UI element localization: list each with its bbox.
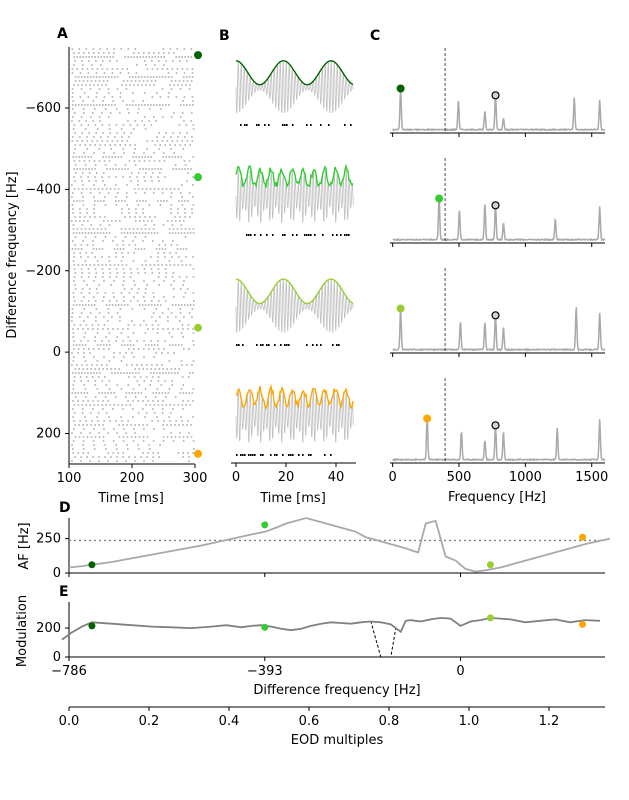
panel-d-point	[88, 561, 96, 569]
panel-a-ylabel: Difference frequency [Hz]	[5, 171, 20, 338]
panel-letter-c: C	[370, 28, 380, 44]
panel-c-xtick-label: 1000	[509, 470, 542, 485]
panel-c-peak-ring	[491, 201, 500, 210]
panel-b: 0 20 40	[231, 60, 356, 485]
panel-a-ytick-label: −600	[25, 101, 61, 116]
panel-c-peak-ring	[491, 91, 500, 100]
panel-d-point	[486, 561, 494, 569]
panel-e-dashed	[61, 617, 601, 658]
panel-c-peak-ring	[491, 311, 500, 320]
panel-d-ytick-label: 0	[53, 566, 61, 581]
panel-letter-b: B	[219, 28, 230, 44]
panel-a-xtick-label: 100	[57, 471, 82, 486]
panel-c-peak-dot	[396, 84, 405, 93]
panel-e-ylabel: Modulation	[15, 595, 30, 667]
panel-e-point	[486, 614, 494, 622]
panel-b-envelope	[235, 60, 354, 86]
panel-e-point	[88, 622, 96, 630]
panel-e-ytick-label: 200	[36, 621, 61, 636]
eod-axis-tick-label: 0.6	[299, 714, 320, 729]
panel-e-point	[261, 623, 269, 631]
eod-axis-tick-label: 0.2	[139, 714, 160, 729]
eod-axis-tick-label: 1.2	[539, 714, 560, 729]
panel-a-marker	[194, 51, 202, 60]
eod-axis-xlabel: EOD multiples	[291, 733, 384, 748]
panel-b-signal	[235, 280, 354, 333]
panel-a-ytick-label: 200	[36, 426, 61, 441]
panel-e-xtick-label: 0	[456, 664, 464, 679]
panel-a-xtick-label: 300	[183, 471, 208, 486]
panel-d-point	[579, 533, 587, 541]
panel-b-xtick-label: 40	[328, 470, 345, 485]
eod-axis-tick-label: 0.0	[59, 714, 80, 729]
panel-c-xtick-label: 0	[389, 470, 397, 485]
panel-c-peak-dot	[423, 414, 432, 423]
panel-c-peak-ring	[491, 421, 500, 430]
panel-b-xtick-label: 0	[232, 470, 240, 485]
panel-a-marker	[194, 323, 202, 332]
panel-b-envelope	[235, 163, 354, 189]
panel-c-peak-dot	[396, 304, 405, 313]
panel-e-xtick-label: −393	[247, 664, 283, 679]
panel-b-envelope	[235, 278, 354, 305]
panel-b-xlabel: Time [ms]	[259, 491, 326, 506]
panel-d-ytick-label: 250	[36, 532, 61, 547]
panel-letter-a: A	[57, 26, 68, 42]
eod-axis-tick-label: 0.4	[219, 714, 240, 729]
panel-a-marker	[194, 173, 202, 182]
panel-b-signal	[235, 389, 354, 444]
panel-e-ytick-label: 0	[53, 650, 61, 665]
panel-a-raster	[71, 48, 195, 462]
panel-a-ytick-label: 0	[53, 345, 61, 360]
panel-b-signal	[235, 169, 354, 224]
eod-axis-tick-label: 1.0	[459, 714, 480, 729]
panel-a-xlabel: Time [ms]	[97, 491, 164, 506]
panel-e-xlabel: Difference frequency [Hz]	[253, 683, 420, 698]
panel-c-xlabel: Frequency [Hz]	[448, 490, 546, 505]
panel-c-spectrum	[392, 307, 606, 352]
panel-d-ylabel: AF [Hz]	[17, 522, 32, 569]
panel-e-curve	[61, 616, 601, 641]
panel-e-xtick-label: −786	[51, 664, 87, 679]
panel-c-spectrum	[392, 416, 606, 462]
panel-d: 0 250	[36, 517, 611, 581]
panel-a-marker	[194, 449, 202, 458]
panel-a-xtick-label: 200	[120, 471, 145, 486]
panel-c-spectrum	[392, 87, 606, 132]
panel-a-ytick-label: −200	[25, 264, 61, 279]
panel-b-signal	[235, 61, 354, 114]
panel-c-spectrum	[392, 199, 606, 242]
panel-e-point	[579, 620, 587, 628]
panel-c: 0 500 1000 1500	[389, 48, 608, 485]
eod-axis-tick-label: 0.8	[379, 714, 400, 729]
panel-d-curve	[68, 517, 611, 573]
panel-c-xtick-label: 1500	[575, 470, 608, 485]
panel-c-xtick-label: 500	[447, 470, 472, 485]
panel-b-envelope	[235, 383, 354, 410]
panel-letter-e: E	[59, 584, 69, 600]
panel-d-point	[261, 521, 269, 529]
panel-a: −600 −400 −200 0 200 100 200 300	[25, 47, 207, 486]
panel-c-peak-dot	[435, 194, 444, 203]
panel-letter-d: D	[59, 500, 71, 516]
panel-b-xtick-label: 20	[278, 470, 295, 485]
panel-e: −786 −393 0 0 200	[36, 602, 605, 679]
panel-a-ytick-label: −400	[25, 182, 61, 197]
eod-multiples-axis: 0.0 0.2 0.4 0.6 0.8 1.0 1.2	[59, 706, 605, 729]
